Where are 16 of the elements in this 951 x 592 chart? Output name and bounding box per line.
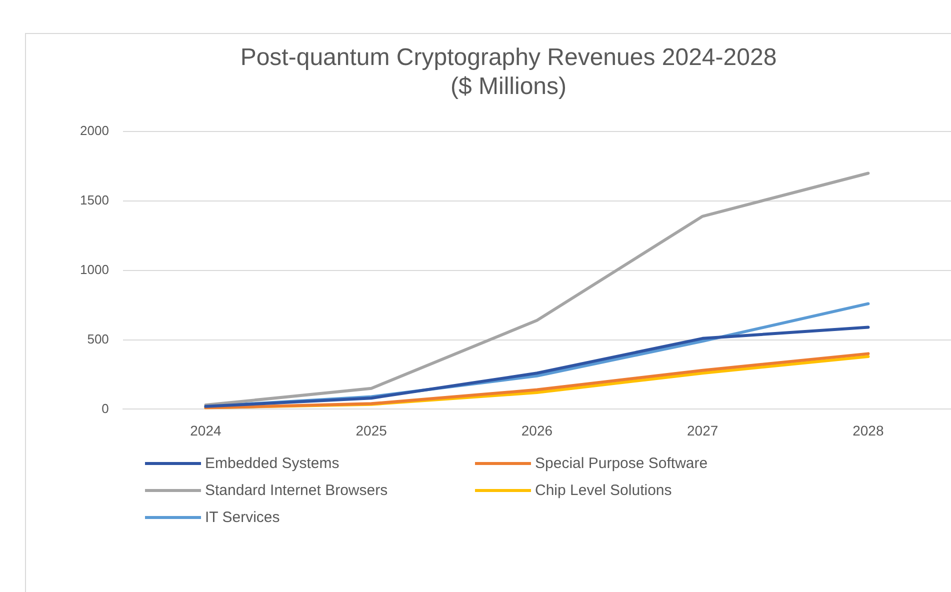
x-tick-label: 2026: [521, 422, 553, 438]
y-tick-label: 500: [87, 331, 109, 346]
y-tick-label: 1000: [80, 262, 109, 277]
y-tick-label: 2000: [80, 123, 109, 138]
y-tick-label: 1500: [80, 192, 109, 208]
x-tick-label: 2025: [356, 422, 388, 438]
legend-label: Standard Internet Browsers: [205, 482, 388, 499]
x-tick-label: 2024: [190, 422, 222, 438]
x-tick-label: 2027: [687, 422, 718, 438]
y-tick-label: 0: [102, 400, 109, 416]
legend-label: Special Purpose Software: [535, 455, 708, 472]
x-tick-label: 2028: [852, 422, 884, 438]
chart-title: Post-quantum Cryptography Revenues 2024-2028 ($ Millions): [240, 44, 777, 100]
legend-label: IT Services: [205, 509, 280, 526]
legend-label: Chip Level Solutions: [535, 482, 672, 499]
legend-label: Embedded Systems: [205, 455, 340, 472]
